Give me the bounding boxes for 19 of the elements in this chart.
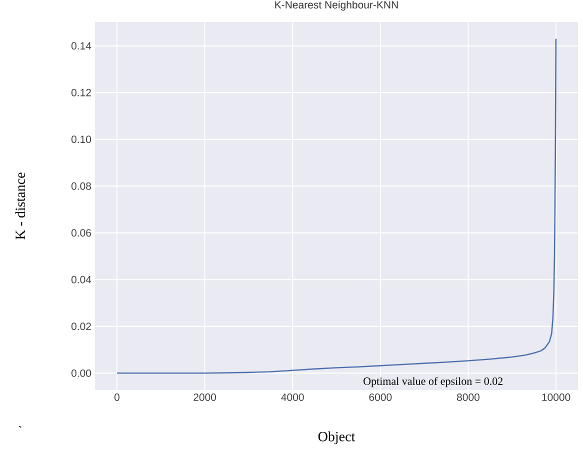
x-tick-label: 8000 [457,394,480,401]
y-tick-label: 0.14 [71,42,92,50]
x-tick-label: 10000 [542,394,570,401]
y-tick-label: 0.12 [71,88,91,96]
y-tick-label: 0.06 [71,229,92,237]
y-tick-label: 0.08 [71,182,92,190]
y-tick-label: 0.10 [71,136,92,144]
x-tick-label: 0 [114,394,120,401]
x-axis-title: Object [318,431,356,444]
y-axis-title: K - distance [15,172,26,240]
x-tick-label: 6000 [369,394,392,401]
chart-title: K-Nearest Neighbour-KNN [275,0,398,11]
text: ` [18,426,22,428]
y-tick-label: 0.02 [71,322,91,330]
annotation: Optimal value of epsilon = 0.02 [364,377,503,388]
x-tick-label: 2000 [194,394,216,401]
y-tick-label: 0.04 [71,276,92,284]
y-tick-label: 0.00 [71,369,92,377]
x-tick-label: 4000 [281,394,304,401]
